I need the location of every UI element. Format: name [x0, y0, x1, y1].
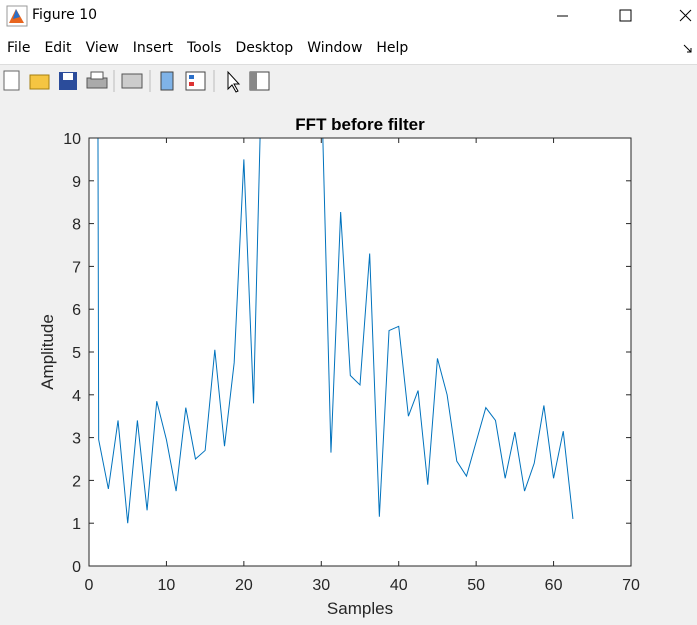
menu-item[interactable]: Insert — [132, 40, 173, 56]
x-axis-label: Samples — [327, 599, 393, 618]
menu-item[interactable]: Tools — [186, 40, 222, 56]
x-tick-label: 40 — [390, 577, 408, 594]
x-tick-label: 60 — [545, 577, 563, 594]
menu-item[interactable]: Desktop — [235, 40, 294, 56]
window-controls[interactable] — [537, 0, 697, 33]
y-tick-label: 9 — [72, 174, 81, 191]
y-tick-label: 7 — [72, 259, 81, 276]
window-title: Figure 10 — [32, 7, 98, 23]
figure-canvas: 0 1 2 3 4 5 6 7 8 9 10 0 10 20 30 40 50 60 70 FFT before fi… — [0, 97, 697, 625]
x-tick-label: 0 — [85, 577, 94, 594]
y-tick-label: 8 — [72, 217, 81, 234]
axes-box — [88, 137, 632, 567]
menu-item[interactable]: Edit — [44, 40, 72, 56]
y-tick-label: 2 — [72, 473, 81, 490]
toolbar-icons[interactable] — [0, 65, 280, 97]
y-tick-label: 4 — [72, 388, 81, 405]
dock-arrow[interactable] — [682, 43, 694, 55]
app-icon — [6, 5, 28, 27]
menu-item[interactable]: Help — [376, 40, 409, 56]
x-tick-label: 70 — [622, 577, 640, 594]
y-tick-label: 1 — [72, 516, 81, 533]
data-line — [97, 138, 574, 524]
chart-title: FFT before filter — [295, 115, 425, 134]
x-tick-label: 10 — [158, 577, 176, 594]
toolbar — [0, 64, 697, 98]
x-tick-label: 50 — [467, 577, 485, 594]
y-tick-label: 10 — [63, 131, 81, 148]
menu-item[interactable]: View — [85, 40, 119, 56]
x-tick-label: 30 — [312, 577, 330, 594]
menu-item[interactable]: File — [7, 40, 31, 56]
menu-item[interactable]: Window — [307, 40, 363, 56]
menu-bar: File Edit View Insert Tools Desktop Window Help — [0, 36, 697, 63]
y-tick-label: 6 — [72, 302, 81, 319]
axes-background — [89, 138, 631, 566]
y-tick-label: 0 — [72, 559, 81, 576]
y-tick-label: 3 — [72, 431, 81, 448]
y-tick-label: 5 — [72, 345, 81, 362]
y-axis-label: Amplitude — [38, 314, 57, 390]
x-tick-label: 20 — [235, 577, 253, 594]
title-bar: Figure 10 — [0, 0, 697, 33]
